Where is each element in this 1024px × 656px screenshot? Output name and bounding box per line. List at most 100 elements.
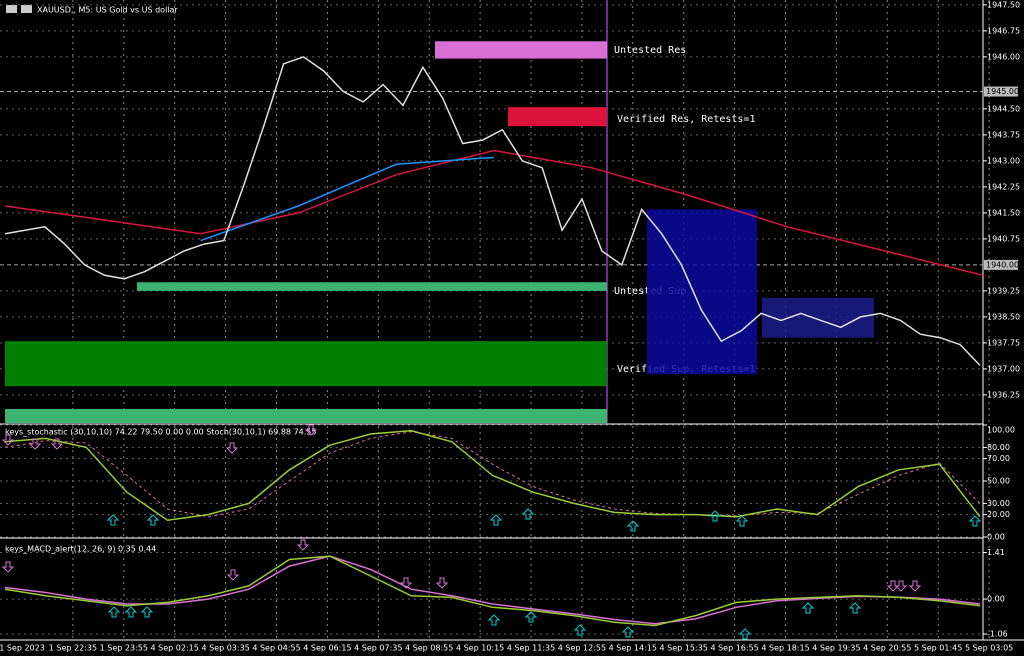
y-tick-label: 1936.25 — [987, 390, 1020, 399]
y-tick-label: 1938.50 — [987, 312, 1020, 321]
zone — [435, 41, 607, 59]
y-tick-label: 70.00 — [987, 454, 1010, 463]
y-tick-label: 80.00 — [987, 443, 1010, 452]
x-tick-label: 4 Sep 15:35 — [660, 644, 708, 653]
panel-title: keys_MACD_alert(12, 26, 9) 0.35 0.44 — [5, 545, 156, 554]
buy-arrow — [140, 606, 154, 618]
zone-label: Untested Res — [614, 45, 686, 56]
sell-arrow — [50, 438, 64, 450]
sell-arrow — [304, 424, 318, 436]
y-tick-label: 50.00 — [987, 477, 1010, 486]
y-tick-label: 1946.00 — [987, 52, 1020, 61]
buy-arrow — [124, 606, 138, 618]
zone — [137, 282, 607, 291]
buy-arrow — [735, 515, 749, 527]
x-tick-label: 4 Sep 07:35 — [354, 644, 402, 653]
buy-arrow — [489, 514, 503, 526]
y-tick-label: 1941.50 — [987, 208, 1020, 217]
stoch-signal — [4, 431, 981, 518]
y-tick-label: 1937.75 — [987, 338, 1020, 347]
x-tick-label: 4 Sep 08:55 — [405, 644, 453, 653]
buy-arrow — [487, 614, 501, 626]
x-tick-label: 4 Sep 20:55 — [863, 644, 911, 653]
range-box — [762, 297, 874, 338]
zone — [508, 107, 607, 127]
price-mark-label: 1945.00 — [986, 87, 1019, 96]
buy-arrow — [524, 611, 538, 623]
x-tick-label: 4 Sep 11:35 — [507, 644, 555, 653]
buy-arrow — [801, 602, 815, 614]
buy-arrow — [146, 514, 160, 526]
sell-arrow — [908, 580, 922, 592]
x-tick-label: 1 Sep 2023 — [0, 644, 45, 653]
sell-arrow — [1, 561, 15, 573]
y-tick-label: 30.00 — [987, 499, 1010, 508]
y-tick-label: -1.06 — [987, 630, 1008, 639]
buy-arrow — [107, 606, 121, 618]
buy-arrow — [738, 628, 752, 640]
y-tick-label: 1940.75 — [987, 234, 1020, 243]
y-tick-label: 0.00 — [987, 533, 1005, 542]
x-tick-label: 4 Sep 12:55 — [558, 644, 606, 653]
sell-arrow — [1, 434, 15, 446]
menu-icon — [6, 5, 17, 13]
buy-arrow — [106, 514, 120, 526]
x-tick-label: 4 Sep 02:15 — [151, 644, 199, 653]
x-tick-label: 1 Sep 23:55 — [100, 644, 148, 653]
x-tick-label: 4 Sep 18:15 — [761, 644, 809, 653]
price-mark-label: 1940.00 — [986, 260, 1019, 269]
y-tick-label: 20.00 — [987, 510, 1010, 519]
y-tick-label: 100.00 — [987, 426, 1015, 435]
x-tick-label: 4 Sep 04:55 — [252, 644, 300, 653]
y-tick-label: 1944.50 — [987, 104, 1020, 113]
y-tick-label: 1.41 — [987, 548, 1005, 557]
sell-arrow — [894, 580, 908, 592]
y-tick-label: 1943.75 — [987, 130, 1020, 139]
macd-signal — [4, 555, 981, 625]
price-line — [4, 56, 981, 366]
sell-arrow — [225, 442, 239, 454]
buy-arrow — [708, 510, 722, 522]
x-tick-label: 4 Sep 06:15 — [303, 644, 351, 653]
stoch-main — [4, 429, 981, 521]
chart-title: XAUUSD., M5: US Gold vs US dollar — [37, 6, 178, 15]
y-tick-label: 1946.75 — [987, 26, 1020, 35]
y-tick-label: 1937.00 — [987, 364, 1020, 373]
slow-ma — [4, 149, 984, 277]
buy-arrow — [621, 626, 635, 638]
x-tick-label: 4 Sep 10:15 — [456, 644, 504, 653]
buy-arrow — [521, 508, 535, 520]
buy-arrow — [573, 624, 587, 636]
zone-label: Verified Res, Retests=1 — [617, 114, 755, 125]
chart-icon — [21, 5, 32, 13]
sell-arrow — [226, 569, 240, 581]
panel-title: keys_stochastic (30,10,10) 74.22 79.50 0… — [5, 428, 316, 437]
x-tick-label: 4 Sep 03:35 — [201, 644, 249, 653]
x-tick-label: 4 Sep 19:35 — [812, 644, 860, 653]
x-tick-label: 5 Sep 01:45 — [914, 644, 962, 653]
price-mark-box — [984, 86, 1018, 97]
x-tick-label: 4 Sep 16:55 — [710, 644, 758, 653]
buy-arrow — [626, 520, 640, 532]
x-tick-label: 5 Sep 03:05 — [965, 644, 1013, 653]
x-tick-label: 4 Sep 14:15 — [609, 644, 657, 653]
macd-main — [4, 555, 981, 627]
zone — [5, 341, 607, 387]
price-mark-box — [984, 259, 1018, 270]
y-tick-label: 1943.00 — [987, 156, 1020, 165]
buy-arrow — [968, 515, 982, 527]
sell-arrow — [435, 577, 449, 589]
y-tick-label: 1939.25 — [987, 286, 1020, 295]
buy-arrow — [848, 602, 862, 614]
y-tick-label: 1947.50 — [987, 1, 1020, 10]
x-tick-label: 1 Sep 22:35 — [49, 644, 97, 653]
y-tick-label: 1942.25 — [987, 182, 1020, 191]
fast-ma — [200, 156, 495, 242]
sell-arrow — [399, 577, 413, 589]
zone — [5, 409, 607, 423]
sell-arrow — [296, 539, 310, 551]
range-box — [647, 209, 757, 375]
sell-arrow — [28, 438, 42, 450]
y-tick-label: 0.00 — [987, 595, 1005, 604]
